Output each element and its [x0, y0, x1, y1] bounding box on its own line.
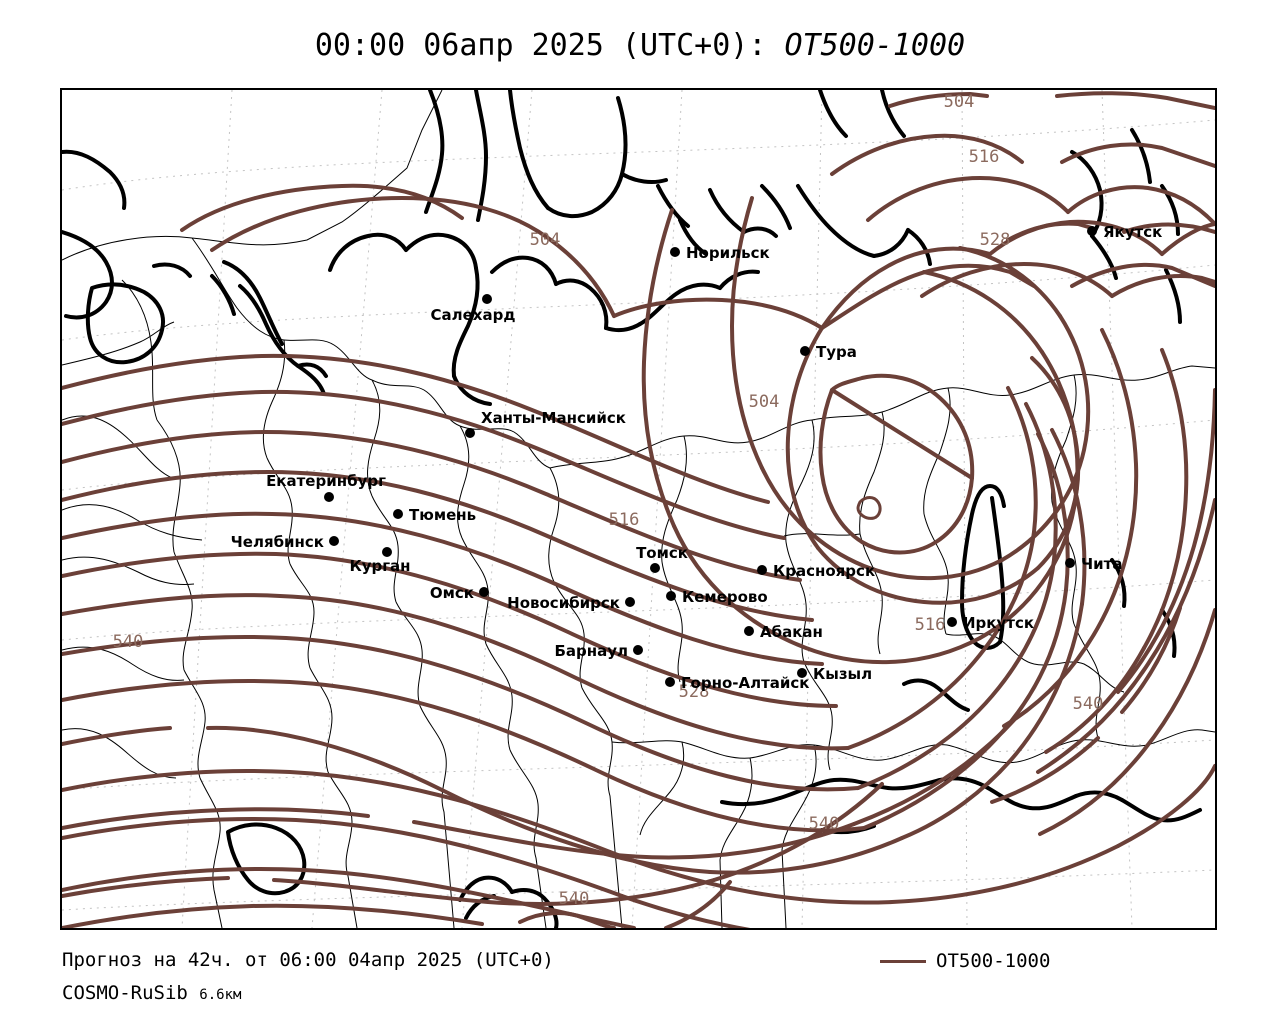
weather-map[interactable]: 504 504 504 516 528 516 516 528 540 540 … — [62, 90, 1215, 928]
city-marker: Салехард — [431, 294, 516, 324]
city-marker: Челябинск — [231, 533, 339, 551]
city-marker: Горно-Алтайск — [665, 674, 810, 692]
title-field: OT500-1000 — [784, 28, 966, 63]
city-label: Иркутск — [963, 614, 1034, 632]
contour-lines — [62, 91, 1215, 928]
city-label: Якутск — [1103, 223, 1162, 241]
city-label: Новосибирск — [507, 594, 620, 612]
title-timestamp: 00:00 06апр 2025 (UTC+0): — [314, 28, 785, 63]
coastlines — [62, 90, 1202, 928]
city-marker: Екатеринбург — [266, 472, 386, 502]
city-label: Челябинск — [231, 533, 324, 551]
graticule — [62, 90, 1215, 928]
city-label: Салехард — [431, 306, 516, 324]
model-info: COSMO-RuSib 6.6км — [62, 982, 241, 1004]
city-label: Екатеринбург — [266, 472, 386, 490]
city-markers[interactable]: Норильск Салехард Тура Якутск Ханты-Манс… — [231, 223, 1163, 692]
legend-label: OT500-1000 — [936, 950, 1051, 972]
city-marker: Кызыл — [797, 665, 872, 683]
city-label: Горно-Алтайск — [681, 674, 810, 692]
city-label: Тура — [816, 343, 857, 361]
contour-label: 528 — [980, 230, 1011, 250]
city-marker: Ханты-Мансийск — [465, 409, 626, 438]
legend-line-swatch — [880, 959, 926, 963]
city-marker: Норильск — [670, 244, 770, 262]
city-label: Кемерово — [682, 588, 768, 606]
city-label: Чита — [1081, 555, 1122, 573]
city-label: Кызыл — [813, 665, 872, 683]
city-marker: Тюмень — [393, 506, 476, 524]
model-name: COSMO-RuSib — [62, 982, 200, 1004]
city-marker: Омск — [430, 584, 489, 602]
city-marker: Чита — [1065, 555, 1122, 573]
map-frame[interactable]: 504 504 504 516 528 516 516 528 540 540 … — [60, 88, 1217, 930]
forecast-info: Прогноз на 42ч. от 06:00 04апр 2025 (UTC… — [62, 949, 554, 971]
contour-label: 516 — [915, 615, 946, 635]
city-label: Абакан — [760, 623, 823, 641]
contour-label: 504 — [944, 92, 975, 112]
contour-label: 504 — [749, 392, 780, 412]
city-marker: Курган — [349, 547, 411, 575]
city-label: Красноярск — [773, 562, 875, 580]
contour-label: 540 — [559, 889, 590, 909]
city-marker: Красноярск — [757, 562, 875, 580]
contour-label: 528 — [679, 682, 710, 702]
legend: OT500-1000 — [880, 950, 1050, 972]
contour-label: 540 — [1073, 694, 1104, 714]
contour-label: 540 — [809, 814, 840, 834]
city-marker: Томск — [636, 544, 688, 573]
city-marker: Тура — [800, 343, 857, 361]
city-marker: Иркутск — [947, 614, 1034, 632]
city-label: Омск — [430, 584, 474, 602]
admin-borders — [62, 90, 1215, 928]
contour-label: 516 — [609, 510, 640, 530]
city-marker: Абакан — [744, 623, 823, 641]
contour-label: 540 — [113, 632, 144, 652]
city-label: Томск — [636, 544, 688, 562]
city-label: Ханты-Мансийск — [481, 409, 626, 427]
city-label: Курган — [349, 557, 410, 575]
contour-label: 504 — [530, 230, 561, 250]
city-label: Тюмень — [409, 506, 476, 524]
contour-labels: 504 504 504 516 528 516 516 528 540 540 … — [113, 92, 1104, 909]
page-title: 00:00 06апр 2025 (UTC+0): OT500-1000 — [0, 28, 1280, 63]
city-label: Барнаул — [554, 642, 628, 660]
city-marker: Новосибирск — [507, 594, 635, 612]
contour-label: 516 — [969, 147, 1000, 167]
city-marker: Барнаул — [554, 642, 643, 660]
model-resolution: 6.6км — [199, 987, 242, 1003]
city-marker: Якутск — [1087, 223, 1162, 241]
city-label: Норильск — [686, 244, 770, 262]
city-marker: Кемерово — [666, 588, 768, 606]
